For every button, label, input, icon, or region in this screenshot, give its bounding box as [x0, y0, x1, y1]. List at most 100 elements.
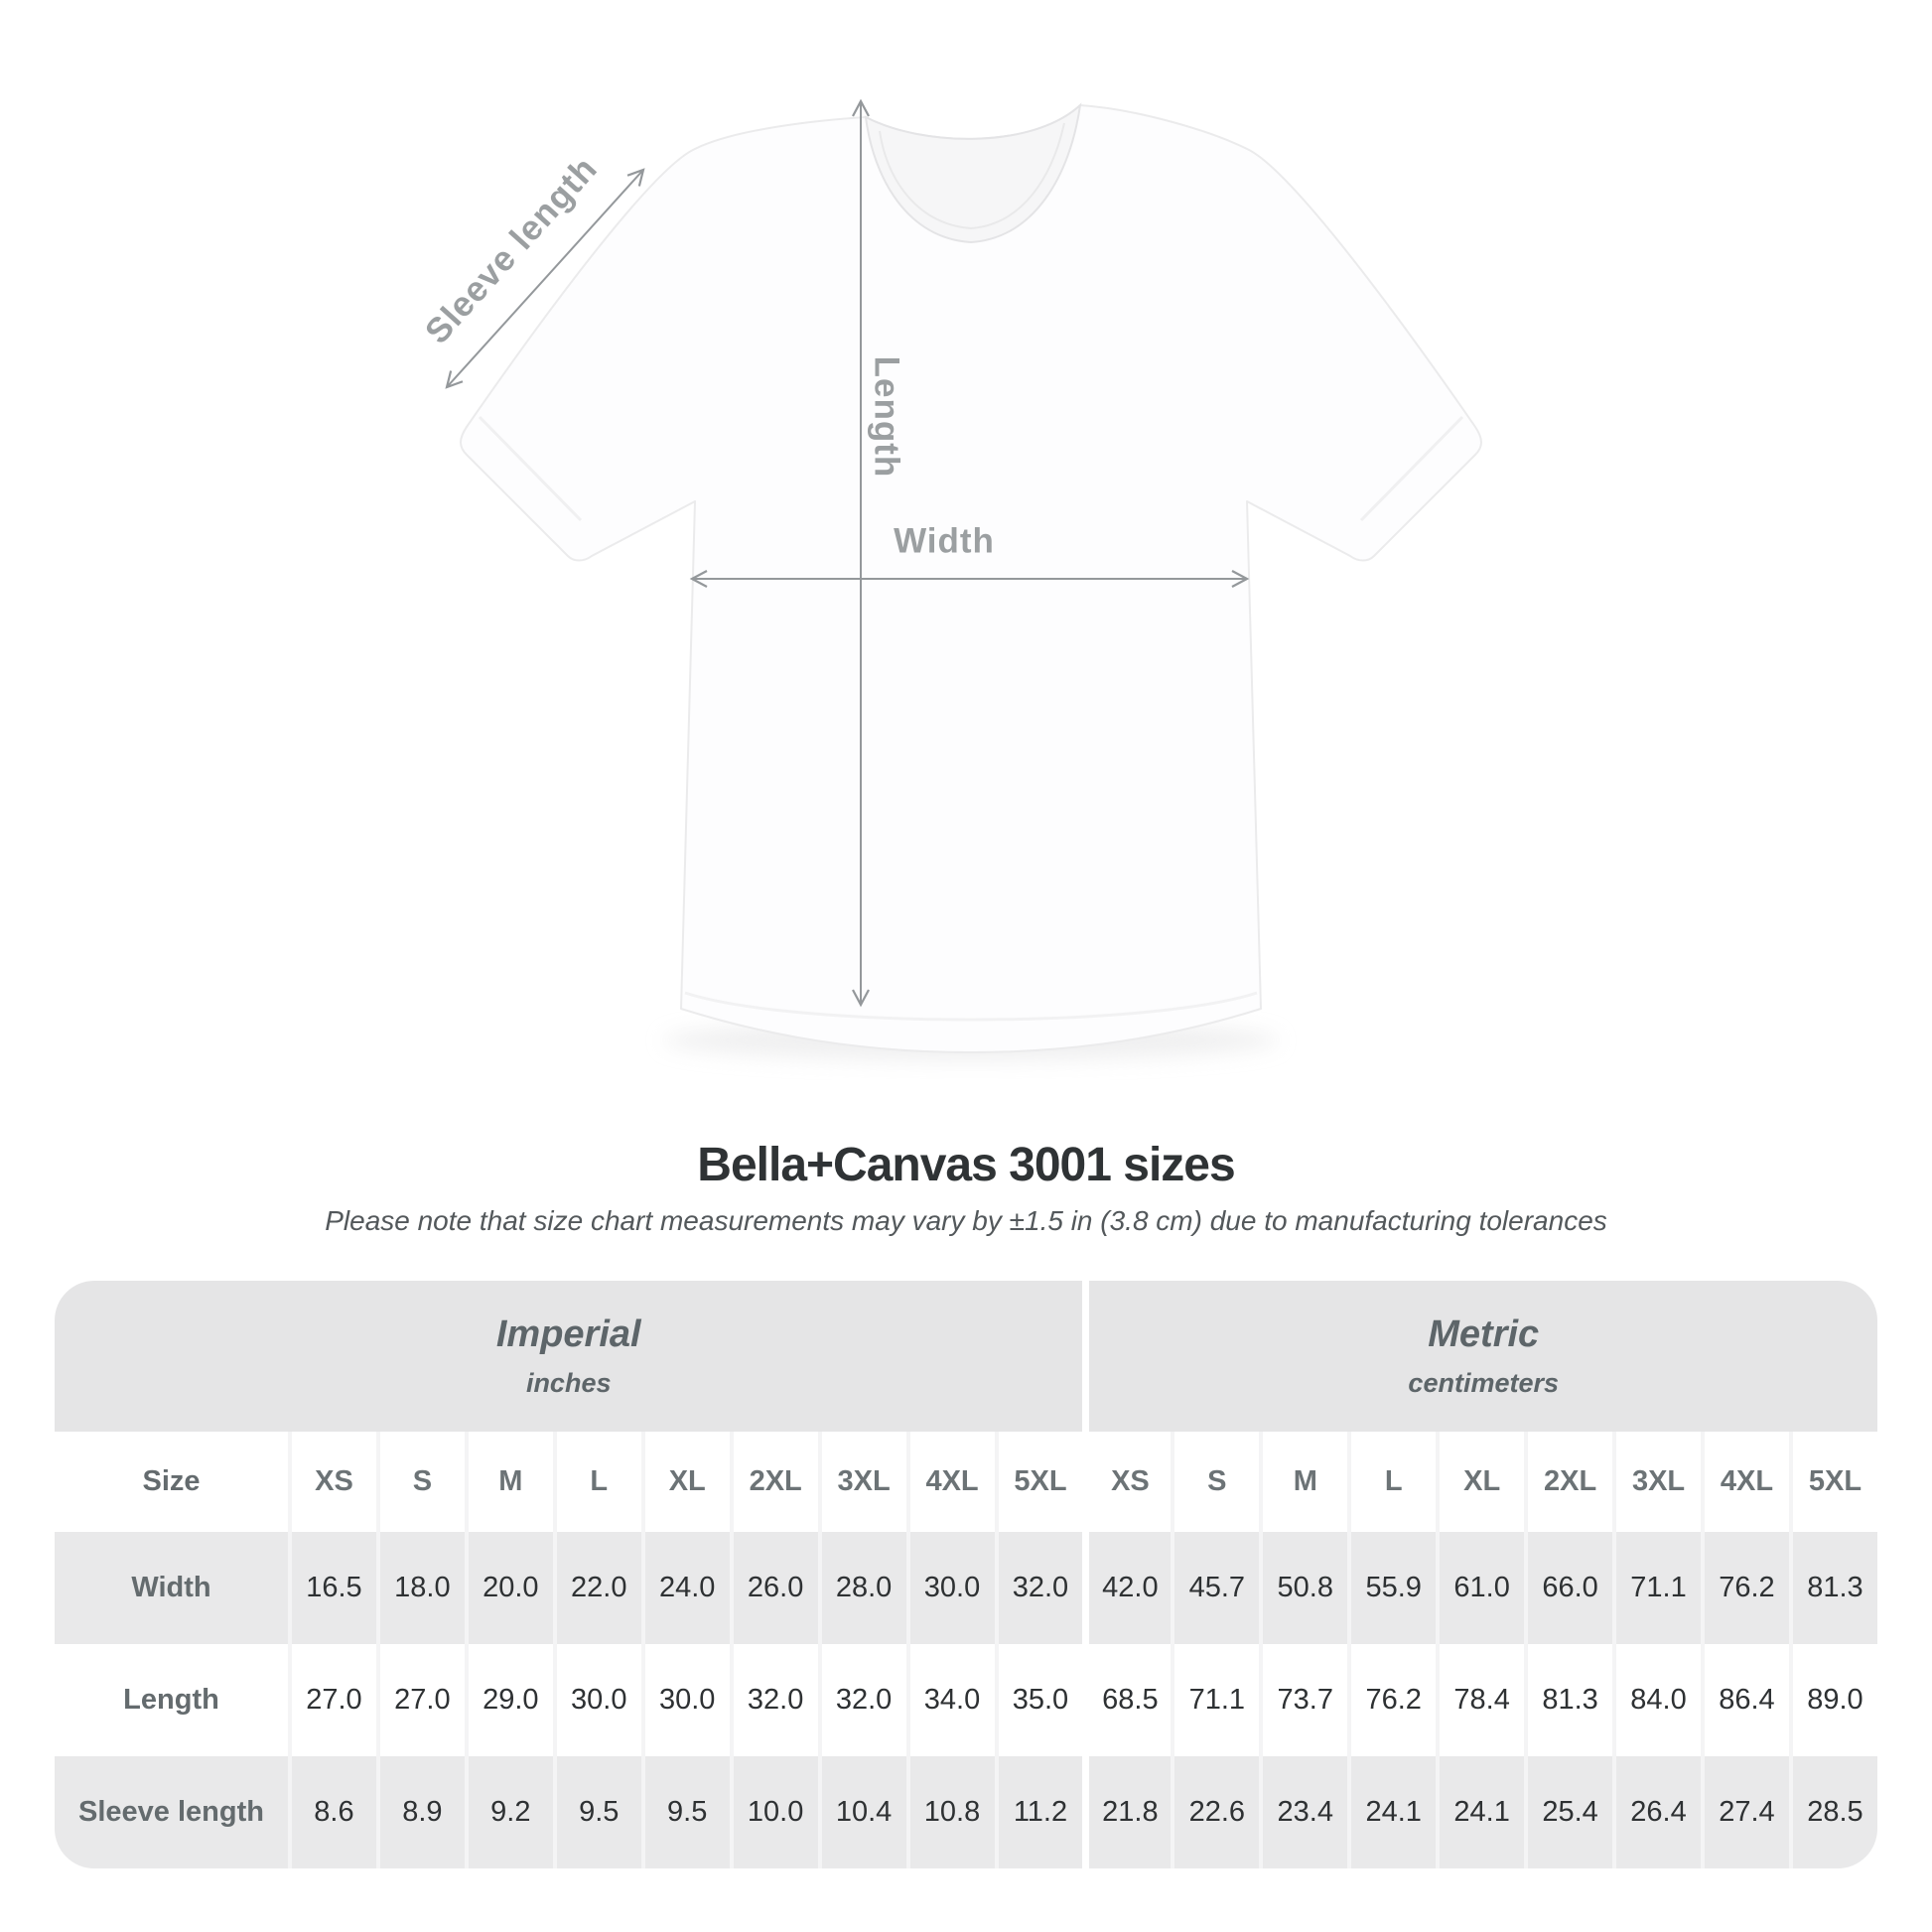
measurement-cell: 81.3: [1788, 1532, 1877, 1644]
imperial-label: Imperial: [495, 1313, 641, 1355]
measurement-cell: 26.0: [729, 1532, 818, 1644]
right-cuff-seam: [1359, 415, 1464, 522]
measurement-cell: 26.4: [1612, 1756, 1701, 1868]
measurement-cell: 11.2: [994, 1756, 1083, 1868]
measurement-cell: 27.0: [375, 1644, 465, 1756]
measurement-cell: 27.4: [1701, 1756, 1789, 1868]
size-col-header: 2XL: [729, 1432, 818, 1532]
metric-label: Metric: [1428, 1313, 1540, 1355]
size-col-header: 3XL: [1612, 1432, 1701, 1532]
size-col-header: 2XL: [1524, 1432, 1612, 1532]
size-col-header: 5XL: [1788, 1432, 1877, 1532]
size-col-header: XS: [288, 1432, 376, 1532]
measurement-cell: 61.0: [1436, 1532, 1524, 1644]
measurement-cell: 84.0: [1612, 1644, 1701, 1756]
measurement-cell: 73.7: [1259, 1644, 1347, 1756]
measurement-cell: 50.8: [1259, 1532, 1347, 1644]
measurement-cell: 9.5: [552, 1756, 641, 1868]
measurement-cell: 10.8: [905, 1756, 995, 1868]
measurement-cell: 81.3: [1524, 1644, 1612, 1756]
measurement-cell: 76.2: [1701, 1532, 1789, 1644]
measurement-cell: 8.6: [288, 1756, 376, 1868]
measurement-cell: 86.4: [1701, 1644, 1789, 1756]
size-col-header: 3XL: [817, 1432, 906, 1532]
measurement-cell: 32.0: [994, 1532, 1083, 1644]
measurement-cell: 55.9: [1347, 1532, 1436, 1644]
measurement-cell: 28.5: [1788, 1756, 1877, 1868]
measurement-cell: 78.4: [1436, 1644, 1524, 1756]
measurement-cell: 68.5: [1082, 1644, 1171, 1756]
size-header-row: Size XS S M L XL 2XL 3XL 4XL 5XL XS S M …: [55, 1432, 1877, 1532]
measurement-cell: 24.1: [1347, 1756, 1436, 1868]
measurement-cell: 32.0: [729, 1644, 818, 1756]
measurement-cell: 23.4: [1259, 1756, 1347, 1868]
size-col-header: S: [1171, 1432, 1259, 1532]
measurement-cell: 35.0: [994, 1644, 1083, 1756]
measurement-cell: 45.7: [1171, 1532, 1259, 1644]
left-cuff-seam: [478, 415, 583, 522]
size-col-header: M: [1259, 1432, 1347, 1532]
measurement-cell: 8.9: [375, 1756, 465, 1868]
width-label: Width: [894, 522, 995, 561]
size-col-header: XL: [1436, 1432, 1524, 1532]
measurement-cell: 21.8: [1082, 1756, 1171, 1868]
metric-unit-label: centimeters: [1408, 1368, 1559, 1398]
measurement-cell: 28.0: [817, 1532, 906, 1644]
table-row-length: Length 27.0 27.0 29.0 30.0 30.0 32.0 32.…: [55, 1644, 1877, 1756]
measurement-cell: 30.0: [905, 1532, 995, 1644]
page-subtitle: Please note that size chart measurements…: [325, 1205, 1607, 1236]
row-label: Length: [123, 1684, 219, 1716]
tshirt-collar-seam: [879, 122, 1065, 230]
size-col-header: M: [464, 1432, 553, 1532]
size-col-header: XS: [1082, 1432, 1171, 1532]
measurement-cell: 9.2: [464, 1756, 553, 1868]
size-col-header: 4XL: [905, 1432, 995, 1532]
size-col-header: L: [1347, 1432, 1436, 1532]
sleeve-length-arrow: [445, 168, 645, 389]
measurement-cell: 71.1: [1612, 1532, 1701, 1644]
metric-group-header: Metric centimeters: [1082, 1281, 1877, 1432]
measurement-cell: 30.0: [640, 1644, 730, 1756]
measurement-cell: 32.0: [817, 1644, 906, 1756]
row-label: Sleeve length: [78, 1796, 264, 1828]
size-col-header: XL: [640, 1432, 730, 1532]
measurement-cell: 9.5: [640, 1756, 730, 1868]
measurement-cell: 30.0: [552, 1644, 641, 1756]
size-chart-table: Imperial inches Metric centimeters Size …: [55, 1281, 1877, 1868]
measurement-cell: 34.0: [905, 1644, 995, 1756]
measurement-cell: 66.0: [1524, 1532, 1612, 1644]
measurement-cell: 10.4: [817, 1756, 906, 1868]
table-row-sleeve-length: Sleeve length 8.6 8.9 9.2 9.5 9.5 10.0 1…: [55, 1756, 1877, 1868]
size-col-header: 5XL: [994, 1432, 1083, 1532]
size-col-header: L: [552, 1432, 641, 1532]
table-row-width: Width 16.5 18.0 20.0 22.0 24.0 26.0 28.0…: [55, 1532, 1877, 1644]
tshirt-diagram: Sleeve length Length Width: [418, 98, 1482, 1060]
imperial-unit-label: inches: [525, 1368, 612, 1398]
size-header-label: Size: [142, 1465, 201, 1497]
size-col-header: 4XL: [1701, 1432, 1789, 1532]
measurement-cell: 10.0: [729, 1756, 818, 1868]
measurement-cell: 71.1: [1171, 1644, 1259, 1756]
measurement-cell: 24.0: [640, 1532, 730, 1644]
length-label: Length: [868, 356, 906, 479]
measurement-cell: 18.0: [375, 1532, 465, 1644]
measurement-cell: 24.1: [1436, 1756, 1524, 1868]
row-label: Width: [131, 1572, 211, 1603]
measurement-cell: 42.0: [1082, 1532, 1171, 1644]
measurement-cell: 25.4: [1524, 1756, 1612, 1868]
imperial-group-header: Imperial inches: [55, 1281, 1083, 1432]
measurement-cell: 22.6: [1171, 1756, 1259, 1868]
measurement-cell: 16.5: [288, 1532, 376, 1644]
measurement-cell: 22.0: [552, 1532, 641, 1644]
measurement-cell: 20.0: [464, 1532, 553, 1644]
hem-seam: [684, 991, 1258, 1022]
measurement-cell: 27.0: [288, 1644, 376, 1756]
measurement-cell: 89.0: [1788, 1644, 1877, 1756]
unit-group-row: Imperial inches Metric centimeters: [55, 1281, 1877, 1432]
size-chart: Imperial inches Metric centimeters Size …: [55, 1281, 1877, 1868]
measurement-cell: 76.2: [1347, 1644, 1436, 1756]
size-col-header: S: [375, 1432, 465, 1532]
measurement-cell: 29.0: [464, 1644, 553, 1756]
page-title: Bella+Canvas 3001 sizes: [697, 1139, 1235, 1191]
